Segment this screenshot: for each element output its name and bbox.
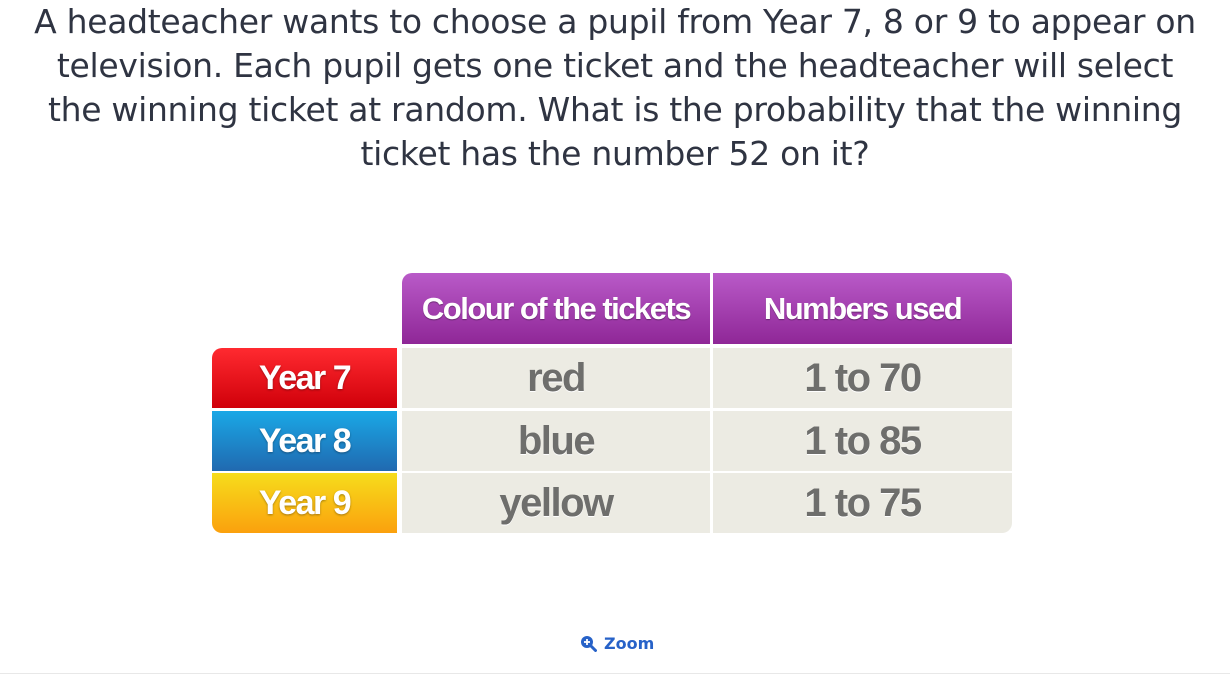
question-text: A headteacher wants to choose a pupil fr… [34,2,1196,173]
divider [0,673,1230,674]
ticket-table: Colour of the tickets Numbers used Year … [212,273,1012,535]
header-numbers-used: Numbers used [713,273,1012,344]
row-label-year-7: Year 7 [212,348,397,408]
cell-numbers-year-9: 1 to 75 [713,473,1012,533]
row-label-year-8: Year 8 [212,411,397,471]
cell-colour-year-7: red [402,348,710,408]
header-colour-of-tickets: Colour of the tickets [402,273,710,344]
cell-colour-year-8: blue [402,411,710,471]
zoom-button[interactable]: Zoom [580,634,654,653]
zoom-label: Zoom [604,634,655,653]
row-label-year-9: Year 9 [212,473,397,533]
cell-colour-year-9: yellow [402,473,710,533]
cell-numbers-year-7: 1 to 70 [713,348,1012,408]
cell-numbers-year-8: 1 to 85 [713,411,1012,471]
zoom-in-icon [580,635,597,652]
